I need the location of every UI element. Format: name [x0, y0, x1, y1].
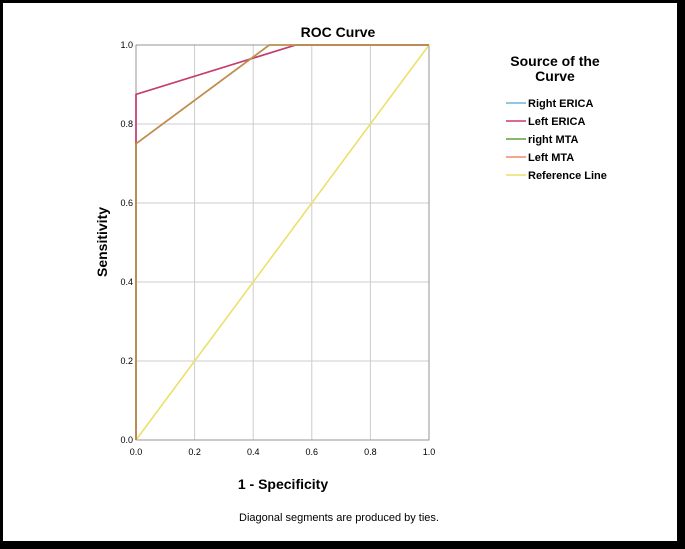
- x-tick-label: 1.0: [423, 447, 436, 457]
- x-tick-label: 0.0: [130, 447, 143, 457]
- legend-label-left-mta: Left MTA: [528, 152, 574, 164]
- legend: Source of the Curve Right ERICA Left ERICA…: [506, 53, 607, 182]
- y-tick-label: 0.6: [120, 198, 133, 208]
- x-tick-label: 0.2: [188, 447, 201, 457]
- y-tick-label: 1.0: [120, 40, 133, 50]
- tick-labels: 0.0 0.2 0.4 0.6 0.8 1.0 0.0 0.2 0.4 0.6 0.8 1.0: [120, 40, 435, 457]
- legend-items: Right ERICA Left ERICA right MTA Left MTA Re…: [506, 98, 607, 182]
- legend-label-reference-line: Reference Line: [528, 170, 607, 182]
- series-line-left-mta: [135, 44, 429, 440]
- y-tick-label: 0.8: [120, 119, 133, 129]
- legend-label-right-erica: Right ERICA: [528, 98, 593, 110]
- footnote: Diagonal segments are produced by ties.: [239, 512, 439, 524]
- x-tick-label: 0.8: [364, 447, 377, 457]
- series-line-reference-line: [135, 44, 430, 441]
- x-axis-title: 1 - Specificity: [238, 476, 328, 492]
- chart-title: ROC Curve: [301, 24, 376, 40]
- y-tick-label: 0.2: [120, 356, 133, 366]
- y-tick-label: 0.4: [120, 277, 133, 287]
- legend-title: Source of the Curve: [510, 53, 600, 84]
- x-tick-label: 0.4: [247, 447, 260, 457]
- legend-label-right-mta: right MTA: [528, 134, 579, 146]
- y-tick-label: 0.0: [120, 435, 133, 445]
- legend-label-left-erica: Left ERICA: [528, 116, 586, 128]
- y-axis-title: Sensitivity: [94, 207, 110, 277]
- series-layer: [135, 44, 430, 441]
- x-tick-label: 0.6: [306, 447, 319, 457]
